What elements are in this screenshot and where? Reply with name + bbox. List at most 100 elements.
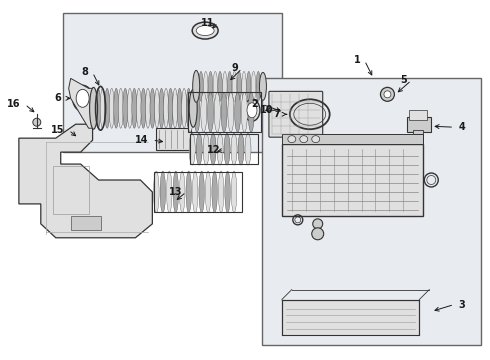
Ellipse shape — [154, 88, 159, 128]
Ellipse shape — [177, 88, 182, 128]
Ellipse shape — [244, 99, 260, 121]
Text: 15: 15 — [51, 125, 65, 135]
Ellipse shape — [210, 133, 216, 165]
Ellipse shape — [221, 92, 227, 132]
Ellipse shape — [228, 92, 234, 132]
Text: 4: 4 — [458, 122, 465, 132]
Bar — [71, 216, 100, 230]
Ellipse shape — [312, 228, 324, 240]
Ellipse shape — [189, 89, 197, 127]
Ellipse shape — [194, 92, 200, 132]
Ellipse shape — [242, 71, 246, 101]
Bar — [63, 13, 282, 152]
Ellipse shape — [123, 88, 128, 128]
FancyBboxPatch shape — [282, 144, 423, 216]
Bar — [414, 130, 423, 142]
Text: 5: 5 — [401, 75, 407, 85]
Ellipse shape — [194, 71, 198, 101]
Bar — [154, 172, 242, 212]
Ellipse shape — [179, 171, 185, 213]
Ellipse shape — [100, 88, 105, 128]
Ellipse shape — [203, 71, 208, 101]
Ellipse shape — [160, 171, 166, 213]
Ellipse shape — [214, 92, 220, 132]
Ellipse shape — [182, 88, 187, 128]
Ellipse shape — [238, 133, 244, 165]
Ellipse shape — [173, 171, 178, 213]
Ellipse shape — [90, 87, 98, 129]
Ellipse shape — [186, 88, 191, 128]
Ellipse shape — [246, 71, 251, 101]
Ellipse shape — [136, 88, 141, 128]
Ellipse shape — [205, 171, 211, 213]
Ellipse shape — [237, 71, 242, 101]
Ellipse shape — [105, 88, 110, 128]
Ellipse shape — [224, 133, 230, 165]
Text: 14: 14 — [135, 135, 148, 145]
Ellipse shape — [222, 71, 227, 101]
Ellipse shape — [164, 88, 169, 128]
Ellipse shape — [256, 71, 261, 101]
Ellipse shape — [201, 92, 207, 132]
Text: 11: 11 — [200, 18, 214, 28]
Ellipse shape — [146, 88, 150, 128]
Polygon shape — [19, 124, 152, 238]
Ellipse shape — [300, 136, 308, 143]
Bar — [53, 166, 89, 214]
Polygon shape — [69, 78, 94, 128]
Text: 10: 10 — [260, 105, 274, 115]
Bar — [156, 128, 191, 150]
Ellipse shape — [193, 71, 200, 102]
Ellipse shape — [245, 133, 251, 165]
Ellipse shape — [231, 171, 237, 213]
Ellipse shape — [150, 88, 155, 128]
Ellipse shape — [76, 89, 89, 107]
Text: 6: 6 — [54, 93, 61, 103]
Ellipse shape — [288, 136, 296, 143]
Ellipse shape — [141, 88, 146, 128]
Ellipse shape — [213, 71, 218, 101]
Ellipse shape — [132, 88, 137, 128]
Text: 8: 8 — [82, 67, 89, 77]
Ellipse shape — [199, 171, 204, 213]
Ellipse shape — [212, 171, 218, 213]
Bar — [282, 134, 423, 144]
Text: 1: 1 — [354, 55, 361, 66]
Bar — [190, 134, 258, 164]
Ellipse shape — [114, 88, 119, 128]
Ellipse shape — [208, 71, 213, 101]
Ellipse shape — [231, 133, 237, 165]
Ellipse shape — [251, 71, 256, 101]
Text: 3: 3 — [458, 300, 465, 310]
Ellipse shape — [186, 171, 192, 213]
Ellipse shape — [172, 88, 177, 128]
Ellipse shape — [248, 92, 254, 132]
Ellipse shape — [232, 71, 237, 101]
Text: 7: 7 — [273, 109, 280, 119]
Ellipse shape — [127, 88, 132, 128]
Text: 13: 13 — [169, 187, 182, 197]
FancyBboxPatch shape — [282, 300, 419, 336]
Ellipse shape — [312, 136, 319, 143]
Ellipse shape — [208, 92, 214, 132]
Text: 12: 12 — [207, 145, 220, 155]
Ellipse shape — [217, 133, 223, 165]
Ellipse shape — [167, 171, 172, 213]
Ellipse shape — [96, 88, 100, 128]
FancyBboxPatch shape — [269, 91, 323, 137]
Ellipse shape — [196, 133, 202, 165]
Ellipse shape — [227, 71, 232, 101]
Ellipse shape — [109, 88, 114, 128]
Ellipse shape — [313, 219, 323, 229]
Ellipse shape — [203, 133, 209, 165]
Ellipse shape — [193, 171, 198, 213]
Ellipse shape — [218, 71, 222, 101]
Text: 9: 9 — [231, 63, 238, 73]
Ellipse shape — [33, 118, 41, 126]
Ellipse shape — [187, 92, 193, 132]
Ellipse shape — [199, 71, 203, 101]
Ellipse shape — [225, 171, 230, 213]
Bar — [409, 110, 427, 120]
Text: 2: 2 — [251, 99, 258, 109]
Bar — [407, 117, 431, 132]
